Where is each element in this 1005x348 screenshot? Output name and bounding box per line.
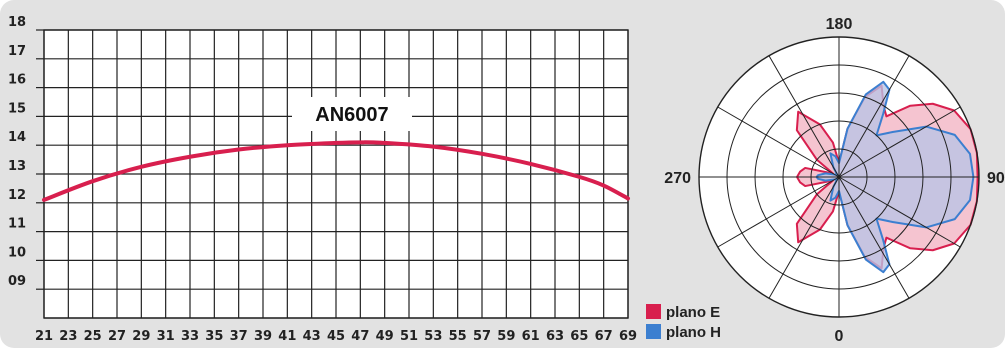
angle-label-90: 90: [987, 170, 1005, 187]
polar-spoke: [838, 176, 961, 248]
y-tick-label: 10: [8, 245, 26, 260]
y-axis-ticks: 09 10 11 12 13 14 15 16 17 18: [8, 15, 44, 290]
angle-label-270: 270: [664, 170, 691, 187]
x-tick-label: 65: [570, 329, 588, 344]
polar-spoke: [838, 106, 961, 178]
legend: plano E plano H: [646, 304, 721, 341]
y-tick-label: 18: [8, 15, 26, 30]
x-tick-label: 45: [327, 329, 345, 344]
x-tick-label: 35: [205, 329, 223, 344]
angle-label-180: 180: [826, 16, 853, 33]
annotation: AN6007: [292, 97, 412, 131]
x-tick-label: 49: [376, 329, 394, 344]
x-tick-label: 53: [424, 329, 442, 344]
polar-spoke: [768, 55, 840, 178]
x-tick-label: 67: [595, 329, 613, 344]
polar-spoke: [717, 176, 840, 248]
legend-label-plano-e: plano E: [666, 304, 720, 321]
x-tick-label: 59: [497, 329, 515, 344]
x-tick-label: 37: [230, 329, 248, 344]
x-tick-label: 29: [132, 329, 150, 344]
x-tick-label: 33: [181, 329, 199, 344]
x-tick-label: 27: [108, 329, 126, 344]
line-chart: 09 10 11 12 13 14 15 16 17 18 21 23 25 27 29 31 33 35 37 3…: [8, 15, 637, 344]
x-tick-label: 61: [522, 329, 540, 344]
angle-label-0: 0: [835, 328, 844, 345]
x-tick-label: 57: [473, 329, 491, 344]
polar-chart: 180 90 0 270: [664, 16, 1005, 345]
polar-spoke: [838, 55, 910, 178]
x-tick-label: 51: [400, 329, 418, 344]
y-tick-label: 09: [8, 274, 26, 289]
y-tick-label: 15: [8, 101, 26, 116]
annotation-box: [292, 97, 412, 131]
x-tick-label: 23: [59, 329, 77, 344]
x-tick-label: 31: [157, 329, 175, 344]
x-tick-label: 63: [546, 329, 564, 344]
x-tick-label: 21: [35, 329, 53, 344]
x-tick-label: 43: [303, 329, 321, 344]
y-tick-label: 11: [8, 217, 26, 232]
legend-swatch-plano-h: [646, 324, 661, 339]
y-tick-label: 14: [8, 130, 26, 145]
y-tick-label: 17: [8, 44, 26, 59]
polar-spoke: [717, 106, 840, 178]
x-axis-ticks: 21 23 25 27 29 31 33 35 37 39 41 43 45 47 49 51 53 55 57 59…: [35, 329, 637, 344]
grid: [43, 29, 629, 319]
y-tick-label: 12: [8, 188, 26, 203]
y-tick-label: 16: [8, 73, 26, 88]
legend-swatch-plano-e: [646, 304, 661, 319]
series-group: [42, 140, 630, 202]
x-tick-label: 39: [254, 329, 272, 344]
series-line: [42, 140, 630, 202]
x-tick-label: 69: [619, 329, 637, 344]
x-tick-label: 25: [84, 329, 102, 344]
polar-grid: [698, 36, 980, 318]
x-tick-label: 47: [351, 329, 369, 344]
y-tick-label: 13: [8, 159, 26, 174]
legend-label-plano-h: plano H: [666, 324, 721, 341]
polar-spoke: [838, 176, 910, 299]
x-tick-label: 55: [449, 329, 467, 344]
annotation-label: AN6007: [315, 104, 388, 126]
polar-spoke: [768, 176, 840, 299]
x-tick-label: 41: [278, 329, 296, 344]
